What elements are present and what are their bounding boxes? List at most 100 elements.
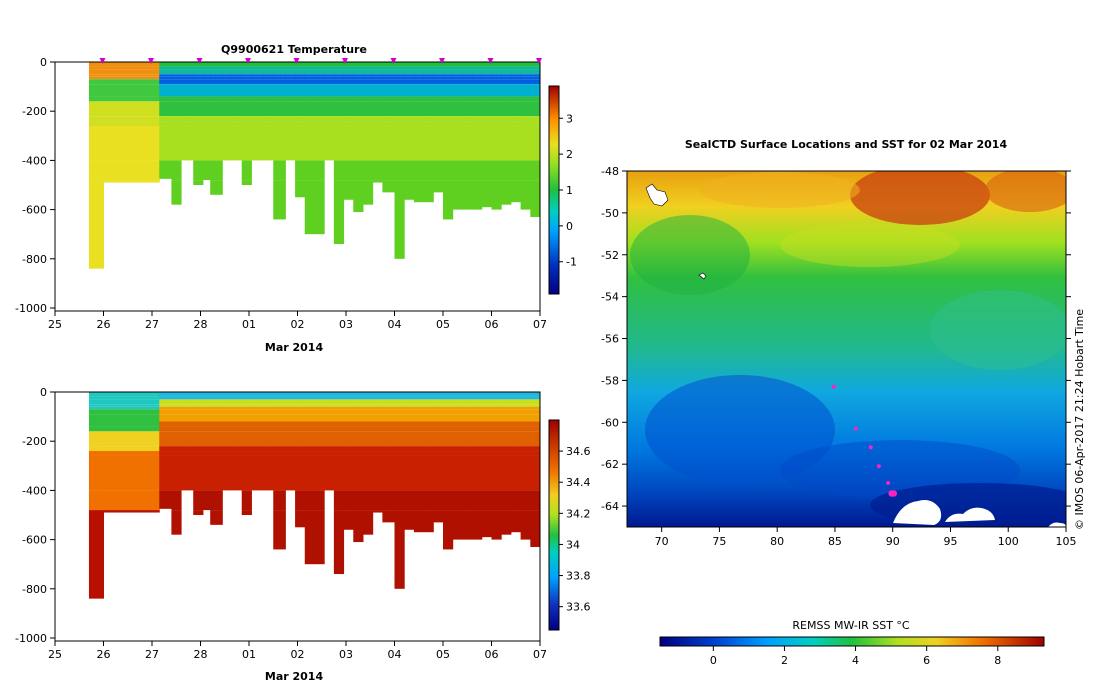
y-tick-label: -1000: [15, 632, 47, 645]
profile-cell: [103, 414, 160, 422]
profile-cell: [222, 79, 231, 85]
profile-cell: [304, 101, 315, 117]
profile-cell: [501, 406, 512, 410]
profile-cell: [520, 404, 531, 407]
profile-cell: [452, 451, 463, 456]
profile-cell: [103, 96, 160, 102]
profile-cell: [304, 455, 315, 491]
profile-cell: [159, 409, 172, 415]
profile-cell: [530, 79, 540, 85]
profile-cell: [210, 490, 223, 511]
profile-cell: [333, 409, 345, 415]
profile-cell: [413, 414, 425, 422]
profile-cell: [181, 84, 194, 92]
profile-cell: [251, 116, 265, 122]
profile-cell: [171, 396, 182, 400]
profile-cell: [362, 431, 374, 447]
profile-cell: [394, 180, 405, 259]
profile-cell: [423, 510, 434, 533]
profile-cell: [382, 455, 395, 491]
profile-cell: [353, 62, 364, 67]
profile-cell: [462, 125, 473, 161]
profile-cell: [372, 455, 383, 491]
profile-cell: [520, 96, 531, 102]
profile-cell: [181, 121, 194, 126]
profile-cell: [462, 101, 473, 117]
profile-cell: [304, 396, 315, 400]
profile-cell: [452, 414, 463, 422]
profile-cell: [452, 446, 463, 452]
x-tick-label: 26: [97, 648, 111, 661]
profile-cell: [372, 406, 383, 410]
profile-cell: [210, 446, 223, 452]
profile-cell: [229, 62, 243, 67]
profile-cell: [372, 180, 383, 183]
profile-cell: [413, 396, 425, 400]
profile-cell: [433, 180, 444, 193]
profile-cell: [193, 431, 204, 447]
profile-cell: [222, 125, 231, 161]
profile-cell: [285, 66, 296, 70]
profile-cell: [343, 84, 354, 92]
profile-cell: [210, 84, 223, 92]
profile-cell: [210, 399, 223, 405]
profile-cell: [193, 96, 204, 102]
profile-cell: [372, 414, 383, 422]
profile-cell: [501, 414, 512, 422]
profile-cell: [362, 79, 374, 85]
y-tick-label: -600: [22, 204, 47, 217]
profile-cell: [510, 406, 522, 410]
profile-cell: [88, 66, 104, 70]
profile-cell: [362, 62, 374, 67]
profile-cell: [394, 421, 405, 427]
profile-cell: [210, 125, 223, 161]
profile-cell: [540, 79, 550, 84]
profile-cell: [295, 414, 306, 422]
profile-cell: [530, 510, 540, 547]
profile-cell: [530, 121, 540, 126]
profile-cell: [210, 409, 223, 415]
profile-cell: [362, 116, 374, 122]
profile-cell: [382, 446, 395, 452]
colorbar-tick-label: 1: [566, 184, 573, 197]
profile-cell: [343, 409, 354, 415]
profile-cell: [263, 62, 274, 67]
profile-cell: [491, 455, 502, 491]
profile-cell: [481, 96, 492, 102]
profile-cell: [88, 160, 104, 181]
profile-cell: [462, 69, 473, 75]
profile-cell: [413, 79, 425, 85]
profile-cell: [273, 399, 286, 405]
profile-cell: [222, 431, 231, 447]
profile-cell: [263, 396, 274, 400]
profile-cell: [181, 62, 194, 67]
profile-cell: [210, 404, 223, 407]
profile-cell: [241, 396, 252, 400]
profile-cell: [159, 404, 172, 407]
profile-cell: [88, 91, 104, 97]
profile-cell: [423, 392, 434, 397]
profile-cell: [88, 392, 104, 397]
profile-cell: [241, 125, 252, 161]
colorbar-tick-label: 33.8: [566, 570, 591, 583]
profile-cell: [314, 446, 325, 452]
profile-cell: [530, 446, 540, 452]
profile-cell: [324, 406, 335, 410]
profile-cell: [229, 84, 243, 92]
profile-cell: [210, 406, 223, 410]
profile-cell: [353, 510, 364, 543]
profile-cell: [314, 91, 325, 97]
profile-cell: [423, 396, 434, 400]
profile-cell: [210, 392, 223, 397]
profile-cell: [404, 121, 415, 126]
profile-cell: [285, 116, 296, 122]
profile-cell: [372, 399, 383, 405]
profile-cell: [394, 404, 405, 407]
profile-cell: [314, 399, 325, 405]
profile-cell: [181, 125, 194, 161]
profile-cell: [273, 91, 286, 97]
profile-cell: [433, 66, 444, 70]
profile-cell: [413, 96, 425, 102]
profile-cell: [193, 79, 204, 85]
profile-cell: [193, 446, 204, 452]
